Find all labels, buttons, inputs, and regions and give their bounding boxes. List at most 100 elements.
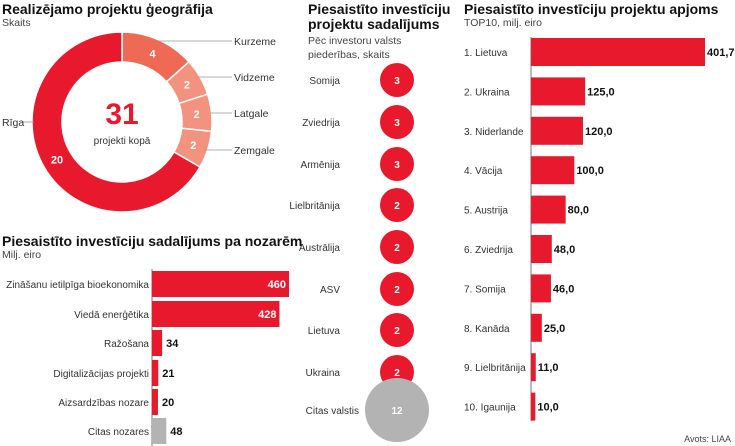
- bubble-category-label: ASV: [320, 285, 340, 296]
- sector-subtitle: Milj. eiro: [2, 249, 42, 261]
- top10-category-label: 5. Austrija: [464, 206, 508, 217]
- bubble-value-label: 2: [394, 368, 400, 379]
- sector-category-label: Zināšanu ietilpīga bioekonomika: [6, 280, 149, 291]
- top10-bar: [531, 313, 542, 342]
- sector-category-label: Ražošana: [104, 339, 149, 350]
- bubble-category-label: Austrālija: [299, 243, 341, 254]
- slice-value-label: 4: [149, 48, 156, 60]
- top10-header: Piesaistīto investīciju projektu apjoms …: [464, 2, 718, 30]
- sector-bar: [152, 360, 159, 386]
- top10-bar: [531, 392, 536, 421]
- donut-slice-rīga: [31, 31, 201, 213]
- top10-subtitle: TOP10, milj. eiro: [464, 17, 542, 29]
- sector-value-label: 48: [170, 426, 182, 438]
- top10-value-label: 120,0: [585, 126, 613, 138]
- slice-value-label: 2: [184, 80, 190, 92]
- sector-header: Piesaistīto investīciju sadalījums pa no…: [2, 234, 302, 262]
- bubble-value-label: 3: [394, 76, 400, 87]
- sector-title: Piesaistīto investīciju sadalījums pa no…: [2, 233, 303, 249]
- top10-bar: [531, 156, 575, 185]
- top10-bar: [531, 77, 586, 106]
- top10-value-label: 80,0: [568, 205, 589, 217]
- bubble-value-label: 2: [394, 243, 400, 254]
- country-count-subtitle: Pēc investoru valsts piederības, skaits: [308, 35, 402, 61]
- slice-category-label: Kurzeme: [234, 36, 276, 48]
- bubble-value-label: 3: [394, 118, 400, 129]
- top10-bar: [531, 353, 536, 382]
- geo-header: Realizējamo projektu ģeogrāfija Skaits: [2, 2, 213, 30]
- top10-category-label: 3. Niderlande: [464, 127, 524, 138]
- top10-bar: [531, 195, 566, 224]
- bubble-category-label: Lielbritānija: [289, 201, 340, 212]
- country-bubble: [380, 313, 414, 347]
- slice-value-label: 2: [190, 140, 196, 152]
- top10-category-label: 1. Lietuva: [464, 48, 508, 59]
- sector-bar: [152, 271, 289, 297]
- sector-bar: [152, 389, 158, 415]
- slice-category-label: Zemgale: [234, 145, 275, 157]
- top10-category-label: 4. Vācija: [464, 166, 503, 177]
- country-bubble: [380, 105, 414, 139]
- geo-title: Realizējamo projektu ģeogrāfija: [2, 1, 213, 17]
- bubble-category-label: Ukraina: [306, 368, 341, 379]
- top10-category-label: 7. Somija: [464, 284, 506, 295]
- country-bubble: [365, 378, 429, 442]
- top10-value-label: 11,0: [538, 362, 559, 374]
- sector-category-label: Aizsardzības nozare: [58, 398, 149, 409]
- top10-category-label: 8. Kanāda: [464, 324, 510, 335]
- geo-subtitle: Skaits: [2, 17, 31, 29]
- bubble-category-label: Lietuva: [308, 326, 341, 337]
- top10-title: Piesaistīto investīciju projektu apjoms: [464, 1, 719, 17]
- bubble-value-label: 12: [391, 406, 403, 417]
- slice-value-label: 20: [51, 155, 63, 167]
- top10-bar: [531, 235, 552, 263]
- country-bubble: [380, 147, 414, 181]
- slice-category-label: Vidzeme: [234, 72, 275, 84]
- top10-value-label: 125,0: [587, 86, 615, 98]
- top10-category-label: 10. Igaunija: [464, 403, 516, 414]
- top10-value-label: 25,0: [544, 323, 565, 335]
- country-bubble: [380, 272, 414, 306]
- top10-category-label: 2. Ukraina: [464, 87, 510, 98]
- bubble-value-label: 2: [394, 285, 400, 296]
- slice-category-label: Rīga: [2, 117, 24, 129]
- bubble-value-label: 2: [394, 201, 400, 212]
- top10-value-label: 46,0: [553, 283, 574, 295]
- top10-category-label: 9. Lielbritānija: [464, 363, 526, 374]
- sector-bar: [152, 418, 167, 444]
- top10-bar: [531, 38, 705, 66]
- donut-total-label: projekti kopā: [94, 136, 151, 147]
- bubble-category-label: Somija: [309, 76, 340, 87]
- bubble-value-label: 2: [394, 326, 400, 337]
- sector-value-label: 428: [258, 309, 276, 321]
- sector-bar: [152, 330, 163, 356]
- top10-value-label: 401,7: [707, 47, 735, 59]
- slice-value-label: 2: [194, 109, 200, 121]
- sector-bar: [152, 301, 280, 327]
- country-count-header: Piesaistīto investīciju projektu sadalīj…: [308, 2, 460, 62]
- country-bubble: [380, 63, 414, 97]
- source-note: Avots: LIAA: [684, 434, 731, 444]
- top10-bar: [531, 274, 551, 303]
- sector-category-label: Viedā enerģētika: [74, 308, 149, 321]
- sector-category-label: Digitalizācijas projekti: [53, 369, 149, 380]
- sector-value-label: 20: [162, 397, 174, 409]
- bubble-category-label: Armēnija: [301, 160, 341, 171]
- top10-value-label: 10,0: [537, 402, 558, 414]
- top10-category-label: 6. Zviedrija: [464, 245, 513, 256]
- bubble-category-label: Citas valstis: [306, 406, 359, 417]
- top10-value-label: 48,0: [554, 244, 575, 256]
- country-count-title: Piesaistīto investīciju projektu sadalīj…: [308, 1, 451, 32]
- top10-bar: [531, 116, 583, 145]
- sector-value-label: 21: [162, 368, 174, 380]
- top10-value-label: 100,0: [576, 165, 604, 177]
- country-bubble: [380, 230, 414, 264]
- bubble-category-label: Zviedrija: [302, 118, 340, 129]
- slice-category-label: Latgale: [234, 108, 269, 120]
- sector-value-label: 460: [268, 279, 286, 291]
- sector-category-label: Citas nozares: [88, 427, 149, 438]
- country-bubble: [380, 188, 414, 222]
- bubble-value-label: 3: [394, 160, 400, 171]
- sector-value-label: 34: [166, 338, 179, 350]
